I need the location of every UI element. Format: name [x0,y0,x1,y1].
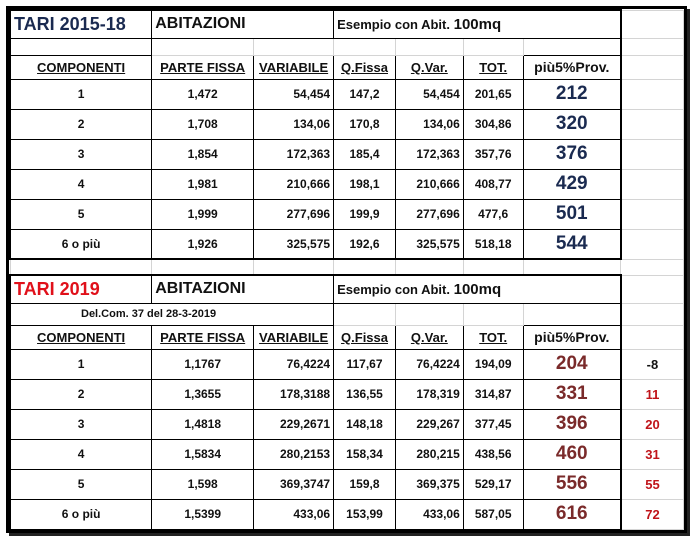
sheet2-header-qfissa: Q.Fissa [333,324,396,350]
table-row: 3 1,4818 229,2671 148,18 229,267 377,45 … [9,408,684,440]
sheet1-title-row: TARI 2015-18 ABITAZIONI Esempio con Abit… [9,9,684,39]
sheet1-title: TARI 2015-18 [9,9,153,39]
sheet2-note: Del.Com. 37 del 28-3-2019 [9,302,335,326]
table-row: 5 1,999 277,696 199,9 277,696 477,6 501 [9,198,684,230]
diff-value: 72 [620,498,684,530]
sheet2-header-tot: TOT. [462,324,524,350]
table-row: 6 o più 1,5399 433,06 153,99 433,06 587,… [9,498,684,530]
sheet1-example-label: Esempio con Abit. [337,16,450,32]
sheet1-header-prov: più5%Prov. [522,54,622,80]
sheet1-header-componenti: COMPONENTI [9,54,153,80]
table-row: 2 1,3655 178,3188 136,55 178,319 314,87 … [9,378,684,410]
sheet2-title: TARI 2019 [9,274,153,304]
sheet1-header-qvar: Q.Var. [394,54,464,80]
sheet2-section: ABITAZIONI [151,274,335,304]
diff-value: 11 [620,378,684,410]
table-row: 1 1,472 54,454 147,2 54,454 201,65 212 [9,78,684,110]
sheet1-section: ABITAZIONI [151,9,335,39]
sheet1-header-variabile: VARIABILE [253,54,335,80]
sheet2-header-row: COMPONENTI PARTE FISSA VARIABILE Q.Fissa… [9,324,684,350]
sheet2-header-variabile: VARIABILE [253,324,335,350]
spreadsheet: TARI 2015-18 ABITAZIONI Esempio con Abit… [6,6,687,533]
sheet2-header-parte-fissa: PARTE FISSA [151,324,255,350]
sheet1-example: Esempio con Abit. 100mq [333,9,622,39]
sheet2-header-prov: più5%Prov. [522,324,622,350]
sheet2-title-row: TARI 2019 ABITAZIONI Esempio con Abit. 1… [9,274,684,304]
diff-value: -8 [620,348,684,380]
sheet2-header-qvar: Q.Var. [394,324,464,350]
sheet2-header-componenti: COMPONENTI [9,324,153,350]
tari-table: TARI 2015-18 ABITAZIONI Esempio con Abit… [9,9,684,530]
sheet1-header-parte-fissa: PARTE FISSA [151,54,255,80]
table-row: 5 1,598 369,3747 159,8 369,375 529,17 55… [9,468,684,500]
diff-value: 55 [620,468,684,500]
table-row: 3 1,854 172,363 185,4 172,363 357,76 376 [9,138,684,170]
table-row: 6 o più 1,926 325,575 192,6 325,575 518,… [9,228,684,260]
sheet1-header-row: COMPONENTI PARTE FISSA VARIABILE Q.Fissa… [9,54,684,80]
table-row: 4 1,981 210,666 198,1 210,666 408,77 429 [9,168,684,200]
table-row: 2 1,708 134,06 170,8 134,06 304,86 320 [9,108,684,140]
sheet1-example-value: 100mq [453,15,502,33]
sheet2-example: Esempio con Abit. 100mq [333,274,622,304]
diff-value: 20 [620,408,684,440]
diff-value: 31 [620,438,684,470]
sheet2-example-value: 100mq [453,280,502,298]
table-row: 4 1,5834 280,2153 158,34 280,215 438,56 … [9,438,684,470]
sheet1-header-qfissa: Q.Fissa [333,54,396,80]
table-row: 1 1,1767 76,4224 117,67 76,4224 194,09 2… [9,348,684,380]
sheet2-example-label: Esempio con Abit. [337,281,450,297]
sheet1-header-tot: TOT. [462,54,524,80]
